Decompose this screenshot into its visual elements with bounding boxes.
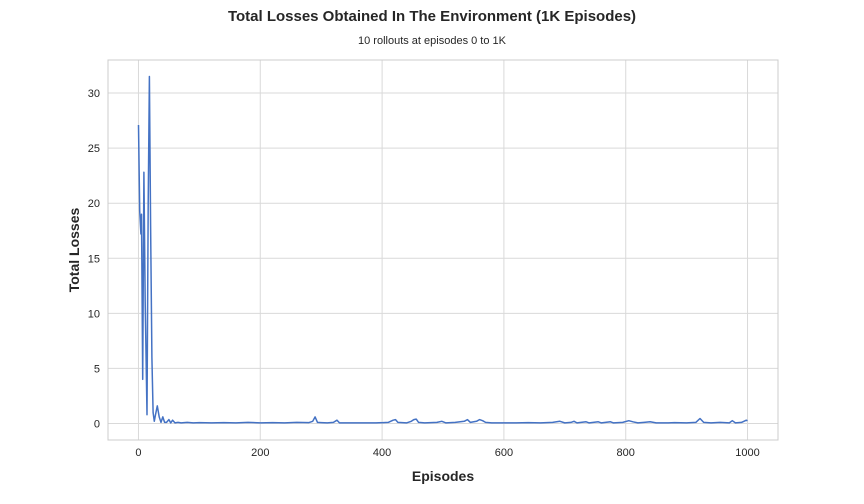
x-tick-label: 0	[135, 447, 141, 459]
plot-frame	[107, 59, 779, 441]
x-axis-label: Episodes	[412, 468, 474, 484]
y-tick-label: 5	[94, 363, 100, 375]
x-tick-label: 400	[373, 447, 391, 459]
x-tick-label: 600	[495, 447, 513, 459]
y-axis-label: Total Losses	[66, 208, 82, 293]
y-tick-label: 10	[88, 308, 100, 320]
x-tick-label: 1000	[735, 447, 759, 459]
chart-title: Total Losses Obtained In The Environment…	[227, 8, 637, 25]
grid-lines	[108, 60, 778, 440]
x-tick-label: 800	[617, 447, 635, 459]
chart-subtitle: 10 rollouts at episodes 0 to 1K	[358, 35, 506, 47]
tick-labels: 0 200 400 600 800 1000 0 5 10 15 20 25 30	[88, 88, 760, 459]
y-tick-label: 30	[88, 88, 100, 100]
y-tick-label: 25	[88, 143, 100, 155]
y-tick-label: 15	[88, 253, 100, 265]
x-tick-label: 200	[251, 447, 269, 459]
y-tick-label: 0	[94, 418, 100, 430]
series-line	[137, 75, 748, 424]
y-tick-label: 20	[88, 198, 100, 210]
series-layer	[137, 75, 748, 424]
